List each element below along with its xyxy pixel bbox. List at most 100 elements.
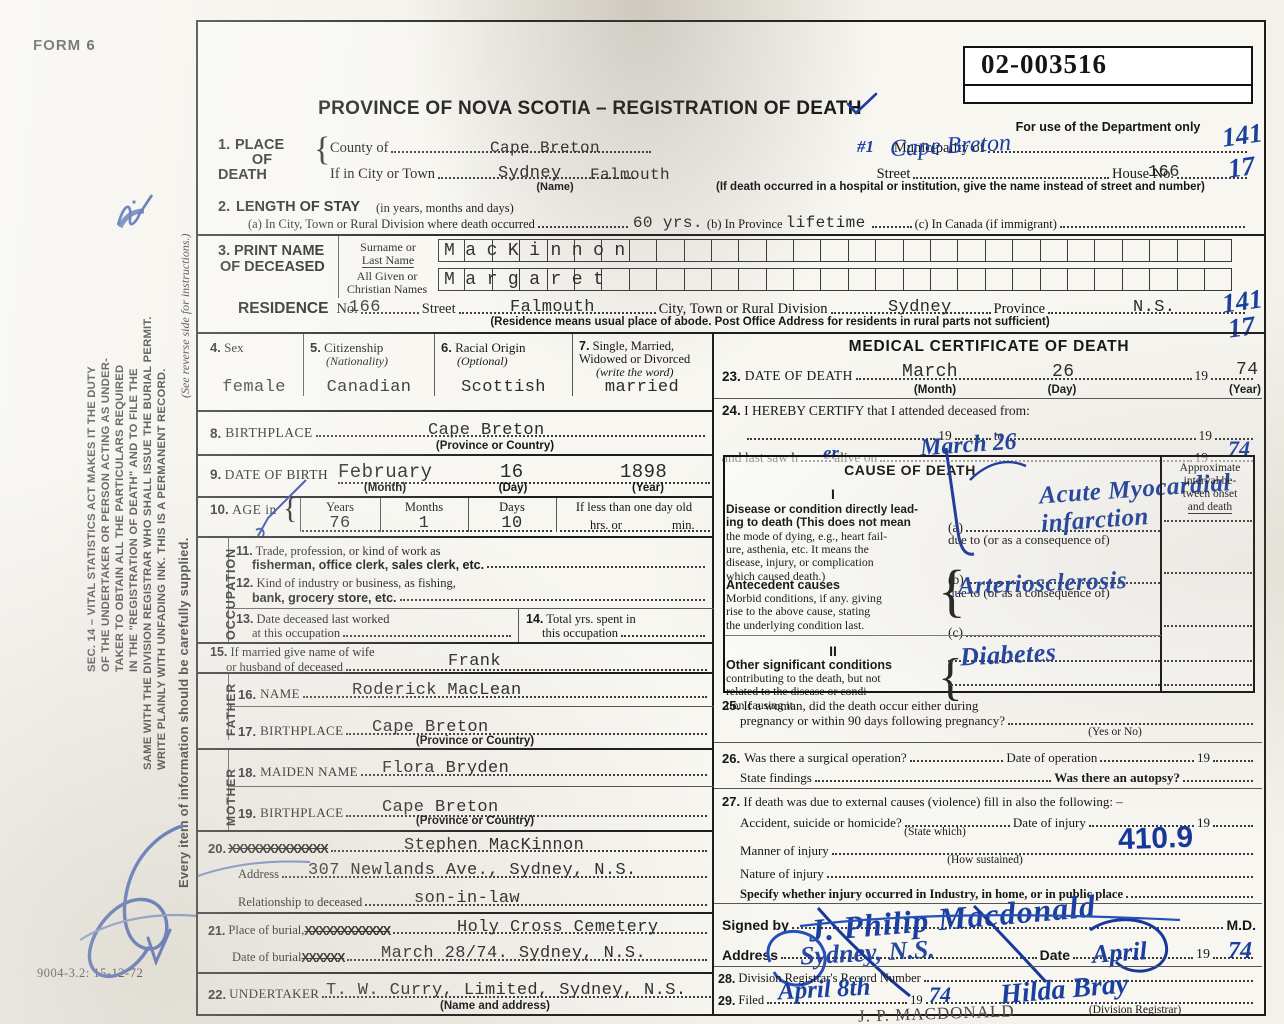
item27-number: 27. bbox=[722, 794, 741, 809]
item12-number: 12. bbox=[236, 576, 254, 590]
cause-part1-line3: the mode of dying, e.g., heart fail- bbox=[726, 528, 888, 543]
item25-sublabel: (Yes or No) bbox=[1088, 726, 1142, 738]
item21-date-value: March 28/74. Sydney, N.S. bbox=[381, 944, 647, 963]
item27-q3-label: Manner of injury bbox=[740, 843, 829, 858]
residence-city-value: Sydney bbox=[888, 298, 952, 317]
signed-address-label: Address bbox=[722, 947, 779, 963]
item13-header: 13. Date deceased last worked bbox=[236, 612, 389, 627]
item2-stay-row: (a) In City, Town or Rural Division wher… bbox=[248, 214, 1248, 232]
cause-of-death-heading: CAUSE OF DEATH bbox=[844, 462, 976, 478]
item10-lessthanday-label: If less than one day old bbox=[575, 500, 693, 514]
cause-part1-line2: ing to death (This does not mean bbox=[726, 515, 911, 530]
interval-line3: tween onset bbox=[1182, 487, 1238, 500]
item20-struck-label: XXXXXXXXXXXXX bbox=[228, 841, 329, 856]
item27-q4-label: Nature of injury bbox=[740, 866, 824, 881]
cause-part2-line2: related to the disease or condi- bbox=[726, 684, 871, 699]
surname-label-line1: Surname or bbox=[360, 240, 416, 254]
item26-row1: 26. Was there a surgical operation? Date… bbox=[722, 750, 1256, 766]
item4-label: Sex bbox=[224, 340, 244, 355]
medical-certificate-heading: MEDICAL CERTIFICATE OF DEATH bbox=[848, 338, 1130, 355]
item9-number: 9. bbox=[210, 467, 222, 482]
surname-label-line2: Last Name bbox=[361, 252, 415, 268]
cause-part2-brace-icon: { bbox=[938, 649, 963, 706]
item13-label-line1: Date deceased last worked bbox=[256, 612, 390, 626]
item20-relationship-label: Relationship to deceased bbox=[238, 895, 363, 909]
item9-year-value: 1898 bbox=[620, 461, 668, 483]
cause-part-1-numeral: I bbox=[831, 486, 835, 502]
item1-label-line2: OF bbox=[251, 152, 273, 168]
item11-header: 11. Trade, profession, or kind of work a… bbox=[236, 544, 441, 559]
item27-row3: Nature of injury bbox=[740, 866, 1256, 882]
item8-number: 8. bbox=[210, 426, 222, 441]
given-label-line2: Christian Names bbox=[346, 281, 428, 296]
item9-day-sub: (Day) bbox=[498, 482, 528, 494]
item4-number: 4. bbox=[210, 340, 221, 355]
item19-sublabel: (Province or Country) bbox=[415, 815, 535, 827]
item9-month-value: February bbox=[338, 461, 433, 483]
city-label: If in City or Town bbox=[330, 166, 436, 182]
item21-struck-label: XXXXXXXXXXXX bbox=[304, 924, 391, 938]
surname-value: MacKinnon bbox=[444, 241, 636, 261]
item1-label-line1: PLACE bbox=[235, 137, 285, 153]
item11-number: 11. bbox=[236, 544, 253, 558]
item26-q2-label: Date of operation bbox=[1006, 750, 1098, 765]
item16-value: Roderick MacLean bbox=[352, 681, 522, 700]
item22-sublabel: (Name and address) bbox=[440, 1000, 550, 1012]
item17-label: BIRTHPLACE bbox=[260, 723, 344, 738]
item20-relationship-value: son-in-law bbox=[414, 889, 521, 908]
item21-label: Place of burial, bbox=[228, 923, 305, 937]
cause-part2-value-handwritten: Diabetes bbox=[959, 637, 1058, 672]
signed-year-prefix: 19 bbox=[1196, 947, 1210, 962]
street-hospital-note: (If death occurred in a hospital or inst… bbox=[716, 181, 1205, 193]
residence-label: RESIDENCE bbox=[238, 300, 329, 317]
item3-given-label: All Given or Christian Names bbox=[338, 270, 436, 295]
cause-antecedent-heading: Antecedent causes bbox=[726, 578, 840, 592]
item17-number: 17. bbox=[238, 724, 257, 739]
item10-years-label: Years bbox=[326, 500, 354, 514]
item2-c-label: (c) In Canada (if immigrant) bbox=[914, 217, 1057, 231]
item23-year-value: 74 bbox=[1236, 360, 1259, 380]
item5-sublabel: (Nationality) bbox=[326, 354, 388, 368]
legal-notice-line-2: OF THE UNDERTAKER OR PERSON ACTING AS UN… bbox=[100, 357, 112, 672]
item6-label: Racial Origin bbox=[455, 340, 526, 355]
item24-to-year-prefix: 19 bbox=[1198, 428, 1213, 443]
item23-row: 23. DATE OF DEATH 19 bbox=[722, 368, 1256, 384]
item14-header: 14. Total yrs. spent in bbox=[526, 612, 636, 627]
cause-interval-header: Approximate interval be- tween onset and… bbox=[1164, 462, 1256, 514]
cause-part2-heading: Other significant conditions bbox=[726, 658, 892, 672]
item18-number: 18. bbox=[238, 765, 257, 780]
item23-year-prefix: 19 bbox=[1194, 368, 1209, 383]
item1-label-line3: DEATH bbox=[218, 167, 267, 183]
margin-note-top-a: 141 bbox=[1220, 117, 1265, 153]
interval-line2: interval be- bbox=[1183, 474, 1237, 487]
item25-label-line1: If a woman, did the death occur either d… bbox=[743, 698, 979, 713]
registration-number-box: 02-003516 bbox=[963, 46, 1253, 104]
cause-antecedent-line2: rise to the above cause, stating bbox=[726, 604, 871, 619]
item27-head-label: If death was due to external causes (vio… bbox=[743, 794, 1123, 809]
item19-label: BIRTHPLACE bbox=[260, 805, 344, 820]
cause-antecedent-line3: the underlying condition last. bbox=[726, 617, 865, 632]
item22-value: T. W. Curry, Limited, Sydney, N.S. bbox=[326, 981, 687, 1000]
item23-label: DATE OF DEATH bbox=[744, 368, 853, 383]
item6-number: 6. bbox=[441, 340, 452, 355]
item27-row1: Accident, suicide or homicide? Date of i… bbox=[740, 815, 1256, 831]
item3-surname-label: Surname or Last Name bbox=[342, 240, 434, 268]
margin-note-top-b: 17 bbox=[1225, 150, 1257, 184]
item20-address-value: 307 Newlands Ave., Sydney, N.S. bbox=[308, 861, 637, 880]
item9-label: DATE OF BIRTH bbox=[224, 467, 329, 482]
item8-sublabel: (Province or Country) bbox=[435, 440, 555, 452]
residence-no-value: 166 bbox=[349, 298, 381, 317]
item23-year-sub: (Year) bbox=[1229, 384, 1261, 396]
item27-sub2: (How sustained) bbox=[947, 854, 1023, 866]
item11-label-line1: Trade, profession, or kind of work as bbox=[255, 544, 441, 558]
cause-part1-line5: disease, injury, or complication bbox=[726, 555, 874, 570]
division-registrar-sublabel: (Division Registrar) bbox=[1088, 1004, 1182, 1016]
form-title: PROVINCE OF NOVA SCOTIA – REGISTRATION O… bbox=[318, 98, 862, 119]
cause-part1-description: Disease or condition directly lead- ing … bbox=[726, 502, 942, 583]
item7-number: 7. bbox=[579, 339, 590, 353]
registration-number: 02-003516 bbox=[981, 49, 1107, 79]
item13-number: 13. bbox=[236, 612, 254, 626]
item15-header: 15. If married give name of wife bbox=[210, 645, 375, 660]
item13-value-row: at this occupation bbox=[252, 626, 514, 641]
item27-header: 27. If death was due to external causes … bbox=[722, 794, 1123, 810]
